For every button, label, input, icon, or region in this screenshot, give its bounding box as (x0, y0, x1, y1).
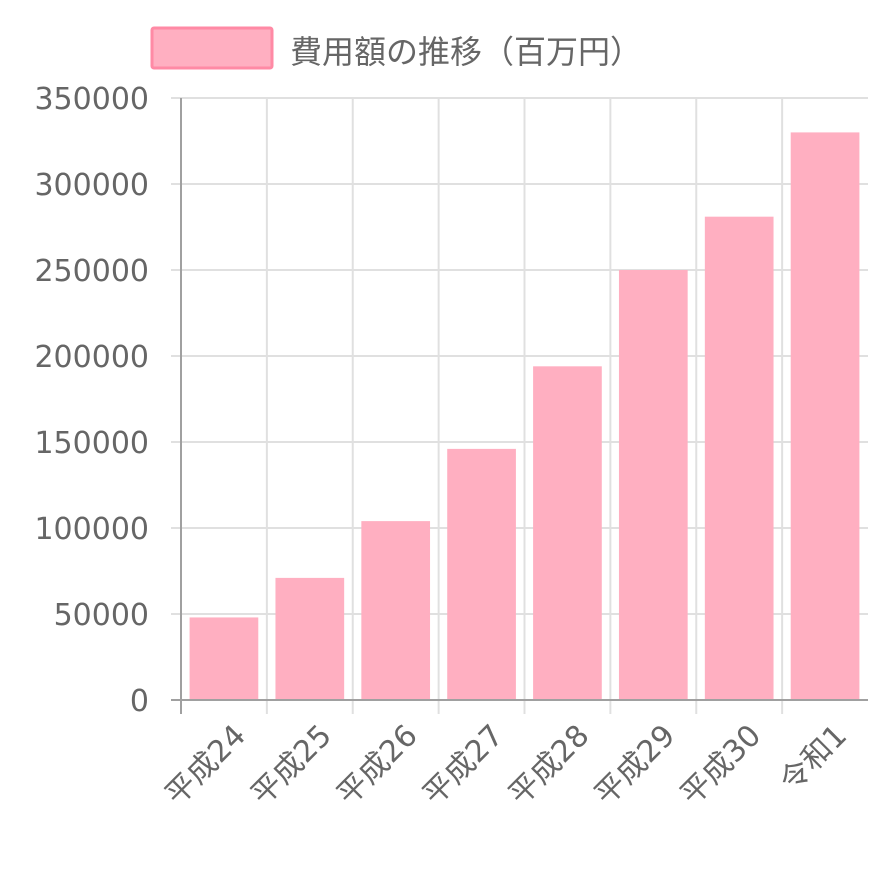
x-tick-label: 平成29 (588, 718, 682, 812)
bar (275, 577, 345, 700)
legend-swatch (150, 26, 274, 70)
bar (618, 270, 688, 700)
legend: 費用額の推移（百万円） (150, 26, 642, 71)
legend-label: 費用額の推移（百万円） (290, 33, 642, 71)
bar (361, 521, 431, 700)
y-tick-label: 300000 (34, 168, 149, 203)
y-tick-label: 50000 (54, 598, 149, 633)
bars (189, 132, 860, 700)
x-tick-label: 令和1 (773, 718, 854, 799)
bar (704, 216, 774, 700)
y-tick-label: 100000 (34, 512, 149, 547)
y-tick-label: 350000 (34, 82, 149, 117)
bar (447, 448, 516, 700)
x-tick-label: 平成28 (502, 718, 596, 812)
y-tick-label: 250000 (34, 254, 149, 289)
bar (189, 617, 259, 700)
axes (171, 98, 868, 714)
x-tick-label: 平成25 (245, 718, 339, 812)
x-tick-label: 平成27 (416, 718, 510, 812)
bar (533, 366, 602, 700)
y-tick-label: 0 (130, 684, 149, 719)
x-tick-label: 平成24 (159, 718, 253, 812)
y-tick-label: 200000 (34, 340, 149, 375)
x-tick-label: 平成26 (330, 718, 424, 812)
y-tick-label: 150000 (34, 426, 149, 461)
bar (790, 132, 860, 700)
y-tick-labels: 350000 300000 250000 200000 150000 100000 5000… (34, 82, 149, 719)
x-tick-label: 平成30 (674, 718, 768, 812)
